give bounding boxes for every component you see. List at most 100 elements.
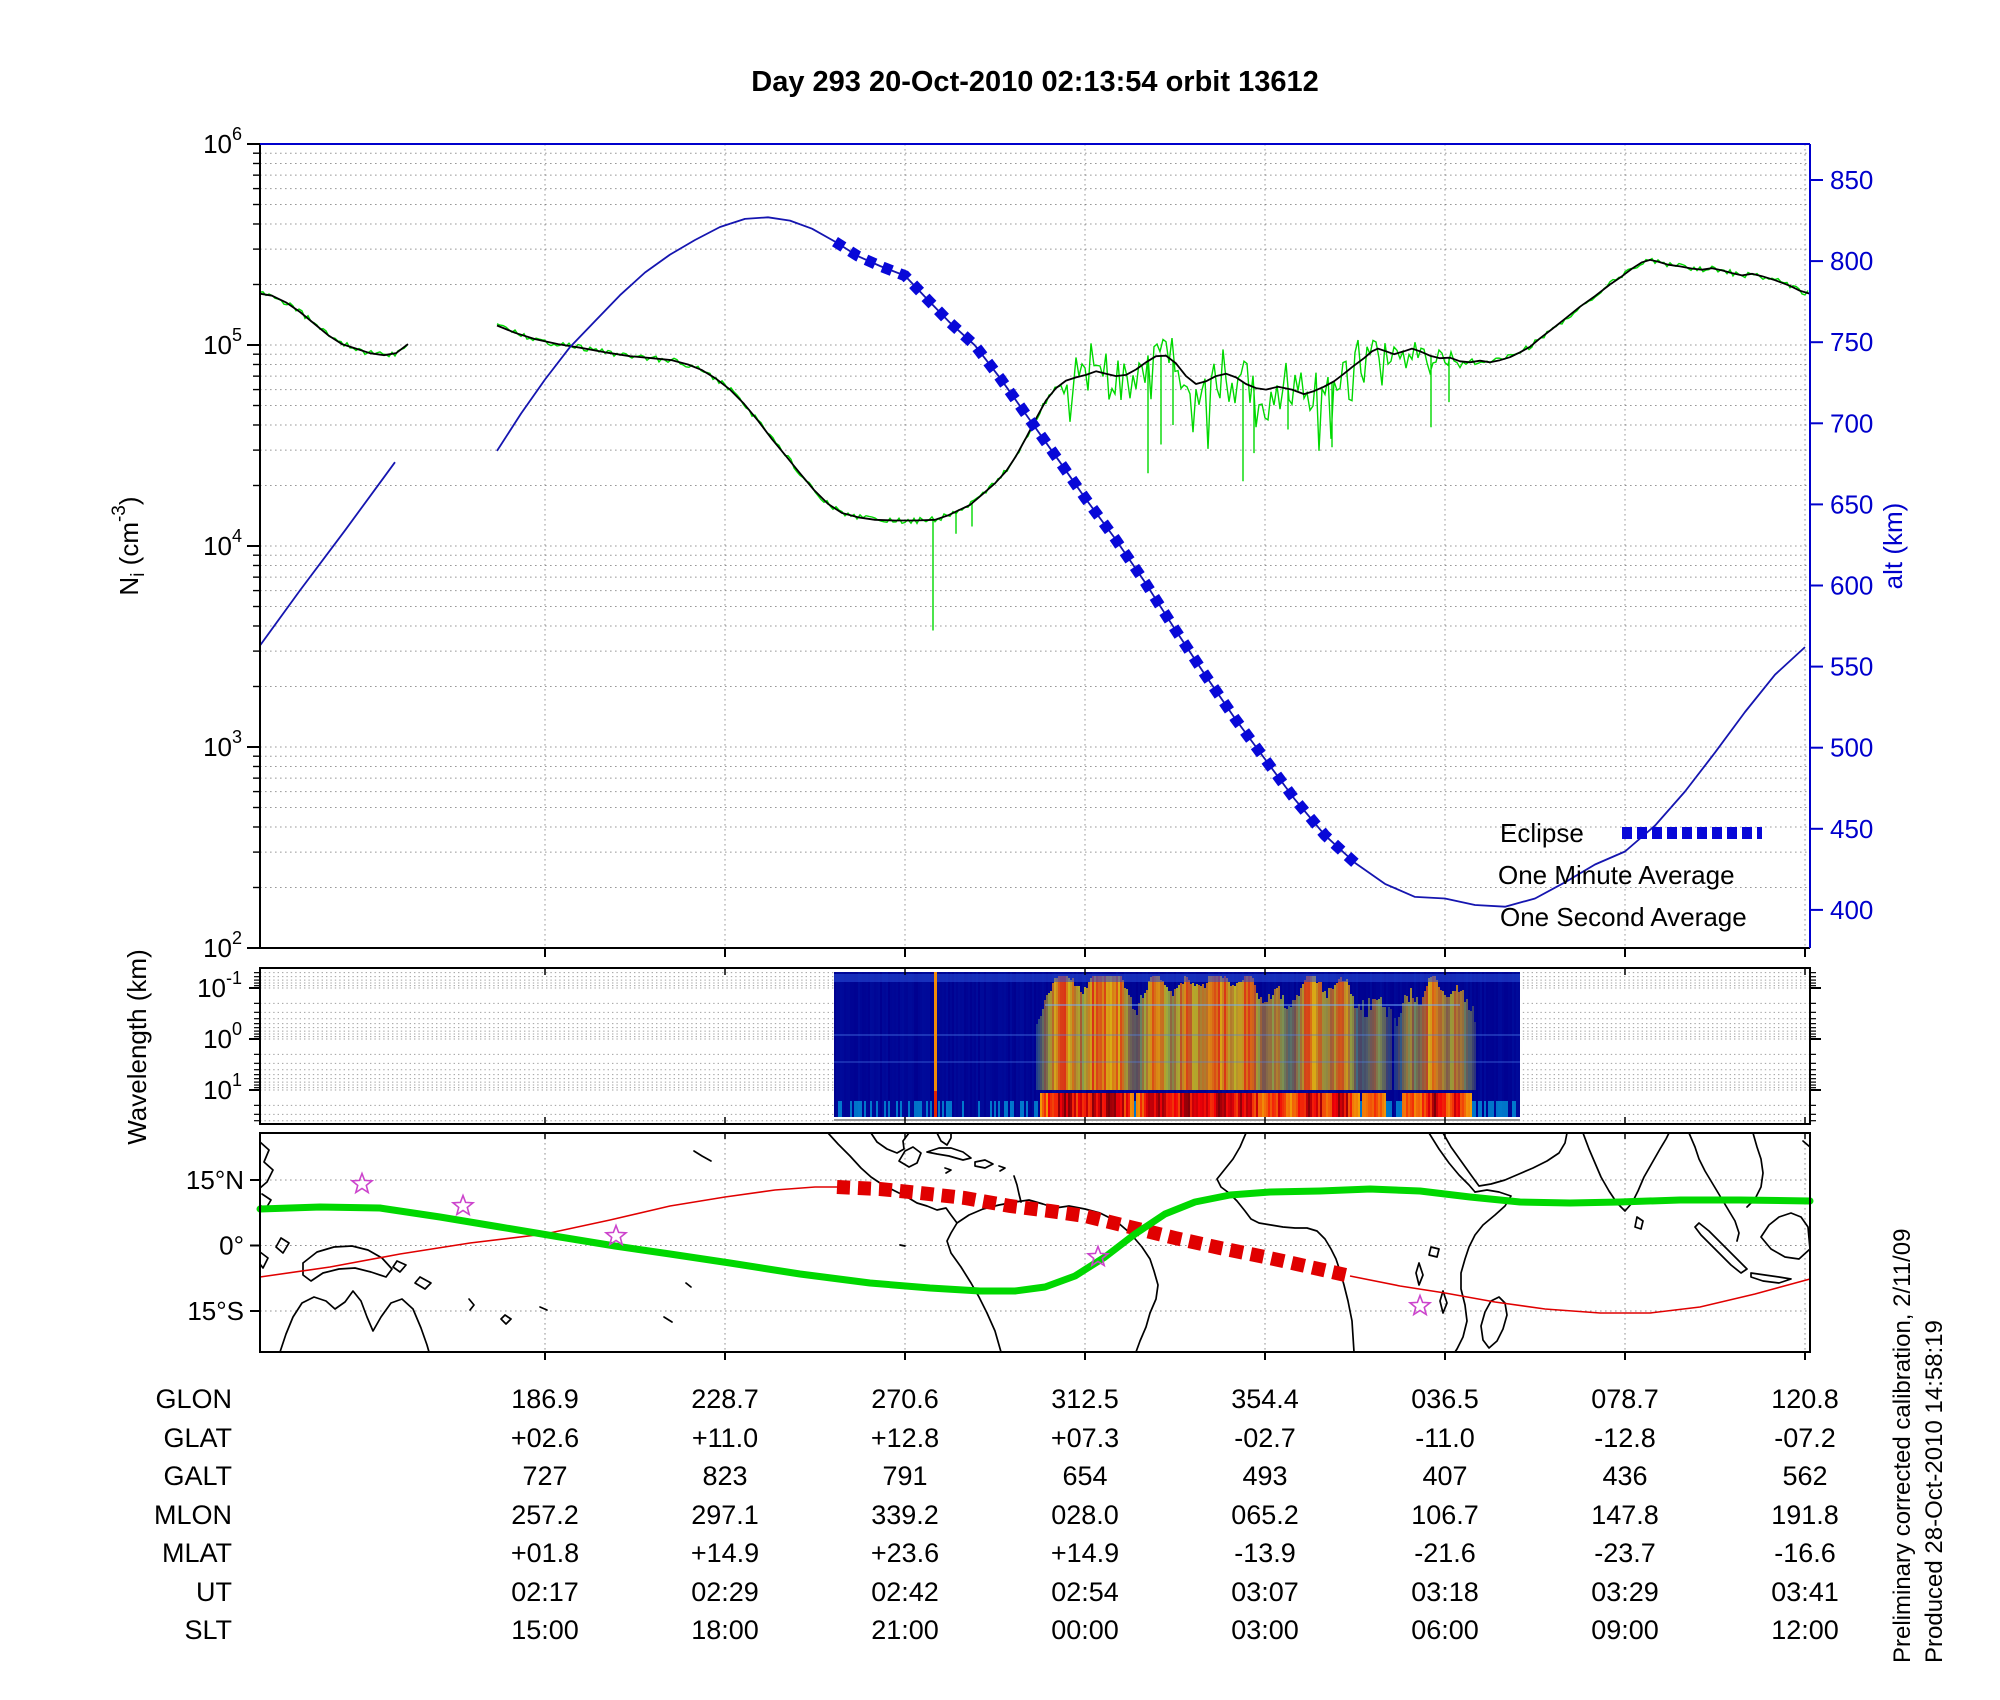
spectrogram-streak xyxy=(1232,985,1234,1090)
spectrogram-texture xyxy=(940,972,942,1117)
spectrogram-streak xyxy=(1384,1007,1386,1090)
spectrogram-bottom-band xyxy=(1284,1093,1286,1117)
spectrogram-bottom-band xyxy=(1124,1093,1126,1117)
spectrogram-texture xyxy=(1502,972,1504,1117)
spectrogram-bottom-band xyxy=(1072,1093,1074,1117)
spectrogram-streak xyxy=(1294,1000,1296,1090)
spectrogram-bottom-faint xyxy=(850,1101,852,1117)
spectrogram-streak xyxy=(1284,1008,1286,1090)
y-tick-label: 105 xyxy=(203,325,242,360)
spectrogram-bottom-band xyxy=(1326,1093,1328,1117)
spectrogram-texture xyxy=(1480,972,1482,1117)
table-cell: 09:00 xyxy=(1591,1615,1659,1645)
spectrogram-bottom-band xyxy=(1152,1093,1154,1117)
spectrogram-streak xyxy=(1112,976,1114,1090)
spectrogram-bottom-band xyxy=(1090,1093,1092,1117)
coastline xyxy=(1688,1132,1740,1242)
spectrogram-streak xyxy=(1220,976,1222,1090)
table-cell: -11.0 xyxy=(1415,1423,1475,1453)
spectrogram-bottom-band xyxy=(1304,1093,1306,1117)
spectrogram-bottom-faint xyxy=(1134,1101,1136,1117)
table-cell: 312.5 xyxy=(1051,1384,1119,1414)
spectrogram-bottom-band xyxy=(1206,1093,1208,1117)
spectrogram-bottom-band xyxy=(1430,1093,1432,1117)
spectrogram-texture xyxy=(1018,972,1020,1117)
spectrogram-bottom-band xyxy=(1438,1093,1440,1117)
spectrogram-streak xyxy=(1290,1007,1292,1090)
coastline xyxy=(1454,1189,1512,1353)
spectrogram-streak xyxy=(1114,976,1116,1090)
spectrogram-texture xyxy=(1404,972,1406,1117)
density-axis-label: Ni (cm-3) xyxy=(109,496,149,595)
spectrogram-streak xyxy=(1212,976,1214,1090)
spectrogram-streak xyxy=(1044,1000,1046,1090)
spectrogram-texture xyxy=(1396,972,1398,1117)
spectrogram-texture xyxy=(1130,972,1132,1117)
spectrogram-streak xyxy=(1308,976,1310,1090)
coastline xyxy=(1634,1216,1644,1230)
spectrogram-bottom-band xyxy=(1348,1093,1350,1117)
spectrogram-texture xyxy=(874,972,876,1117)
spectrogram-streak xyxy=(1206,983,1208,1090)
page-title: Day 293 20-Oct-2010 02:13:54 orbit 13612 xyxy=(751,66,1318,98)
table-cell: 727 xyxy=(522,1461,567,1491)
spectrogram-texture xyxy=(1508,972,1510,1117)
spectrogram-streak xyxy=(1214,976,1216,1090)
spectrogram-texture xyxy=(976,972,978,1117)
table-row-label: GALT xyxy=(163,1461,232,1491)
spectrogram-bottom-band xyxy=(1240,1093,1242,1117)
spectrogram-streak xyxy=(1086,988,1088,1090)
table-cell: +14.9 xyxy=(1051,1538,1119,1568)
coastline xyxy=(259,1141,274,1189)
spectrogram-bottom-band xyxy=(1464,1093,1466,1117)
spectrogram-bottom-band xyxy=(1074,1093,1076,1117)
spectrogram-streak xyxy=(1186,977,1188,1090)
coastline xyxy=(1480,1296,1508,1349)
spectrogram-bottom-band xyxy=(1174,1093,1176,1117)
spectrogram-texture xyxy=(1042,972,1044,1117)
spectrogram-bottom-faint xyxy=(838,1101,840,1117)
spectrogram-streak xyxy=(1400,1013,1402,1090)
spectrogram-streak xyxy=(1276,988,1278,1090)
spectrogram-bottom-band xyxy=(1116,1093,1118,1117)
spectrogram-bottom-band xyxy=(1412,1093,1414,1117)
spectrogram-streak xyxy=(1256,993,1258,1090)
spectrogram-bottom-band xyxy=(1380,1093,1382,1117)
spectrogram-bottom-faint xyxy=(1398,1101,1400,1117)
spectrogram-streak xyxy=(1226,978,1228,1090)
spectrogram-streak xyxy=(1242,980,1244,1090)
spectrogram-bottom-band xyxy=(1246,1093,1248,1117)
spectrogram-texture xyxy=(1264,972,1266,1117)
alt-tick-label: 550 xyxy=(1830,652,1873,682)
spectrogram-top-band xyxy=(834,974,1520,982)
legend-one-second-label: One Second Average xyxy=(1500,902,1747,932)
spectrogram-bottom-band xyxy=(1180,1093,1182,1117)
spectrogram-bottom-faint xyxy=(1026,1101,1028,1117)
spectrogram-texture xyxy=(938,972,940,1117)
spectrogram-bottom-band xyxy=(1334,1093,1336,1117)
spectrogram-texture xyxy=(840,972,842,1117)
spectrogram-bottom-band xyxy=(1142,1093,1144,1117)
spectrogram-bottom-band xyxy=(1224,1093,1226,1117)
coastline xyxy=(926,1147,972,1161)
spectrogram-streak xyxy=(1122,980,1124,1090)
spectrogram-texture xyxy=(1382,972,1384,1117)
spectrogram-bottom-band xyxy=(1322,1093,1324,1117)
spectrogram-texture xyxy=(836,972,838,1117)
spectrogram-bottom-faint xyxy=(1360,1101,1362,1117)
spectrogram-bottom-band xyxy=(1466,1093,1468,1117)
spectrogram-streak xyxy=(1328,988,1330,1090)
table-cell: -07.2 xyxy=(1774,1423,1836,1453)
coastline xyxy=(1750,1272,1792,1284)
table-cell: +11.0 xyxy=(692,1423,758,1453)
spectrogram-bottom-band xyxy=(1066,1093,1068,1117)
spectrogram-texture xyxy=(1394,972,1396,1117)
spectrogram-bottom-band xyxy=(1366,1093,1368,1117)
wave-tick-label: 10-1 xyxy=(197,968,242,1003)
spectrogram-bottom-band xyxy=(1268,1093,1270,1117)
spectrogram-texture xyxy=(910,972,912,1117)
spectrogram-bottom-band xyxy=(1302,1093,1304,1117)
spectrogram-streak xyxy=(1466,999,1468,1090)
spectrogram-bottom-band xyxy=(1318,1093,1320,1117)
spectrogram-streak xyxy=(1208,976,1210,1090)
